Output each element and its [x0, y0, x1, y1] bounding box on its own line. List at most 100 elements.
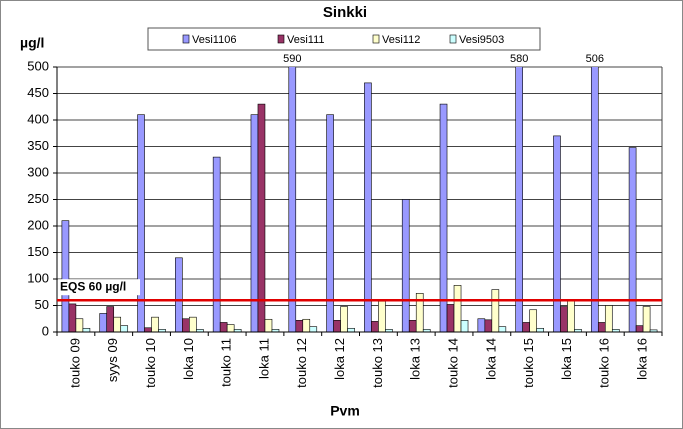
bar — [604, 305, 613, 332]
bar — [347, 327, 355, 332]
bar — [567, 299, 575, 332]
y-tick-label: 0 — [42, 323, 49, 338]
legend-text: Vesi111 — [287, 34, 325, 46]
bar — [364, 82, 372, 332]
data-label: 580 — [510, 53, 528, 65]
bar — [189, 316, 197, 332]
bar — [378, 300, 386, 332]
bar — [446, 304, 455, 332]
x-axis-title: Pvm — [330, 403, 360, 419]
bar — [536, 327, 544, 332]
x-tick-label: touko 15 — [521, 338, 536, 388]
legend-swatch — [372, 34, 380, 44]
y-tick-label: 250 — [27, 191, 49, 206]
bar — [453, 285, 462, 332]
x-tick-label: touko 12 — [294, 338, 309, 388]
bar — [590, 67, 599, 332]
legend-text: Vesi112 — [382, 34, 420, 46]
bar — [120, 325, 129, 332]
bar — [560, 306, 568, 332]
legend-swatch — [277, 34, 285, 44]
bar — [99, 313, 108, 332]
bar — [574, 329, 582, 332]
bar — [439, 103, 448, 332]
x-tick-label: loka 14 — [483, 338, 498, 380]
legend-text: Vesi1106 — [192, 34, 236, 46]
bar — [408, 320, 417, 332]
bar — [288, 67, 297, 332]
bars — [61, 67, 658, 332]
x-tick-label: touko 11 — [219, 338, 234, 387]
bar — [271, 329, 280, 332]
bar — [175, 257, 183, 332]
bar — [106, 306, 115, 332]
data-label: 506 — [586, 53, 604, 65]
bar — [68, 303, 77, 332]
reference-label-bg — [58, 279, 140, 296]
bar — [649, 329, 658, 332]
bar — [460, 320, 469, 332]
bar — [196, 329, 204, 332]
y-tick-label: 400 — [27, 111, 49, 126]
bar — [257, 103, 266, 332]
bar — [82, 327, 91, 332]
x-tick-label: touko 14 — [445, 338, 460, 388]
bar — [597, 322, 606, 332]
bar — [158, 329, 166, 332]
bar — [151, 316, 159, 332]
bar — [295, 320, 304, 332]
legend-box — [147, 27, 541, 51]
bar — [75, 318, 84, 332]
legend-swatch — [449, 34, 457, 44]
y-tick-label: 50 — [35, 297, 49, 312]
x-tick-label: loka 12 — [332, 338, 347, 380]
y-tick-label: 150 — [27, 244, 49, 259]
bar — [264, 318, 273, 332]
bar — [484, 319, 493, 332]
bar — [522, 322, 530, 332]
bar — [498, 326, 507, 332]
y-tick-label: 100 — [27, 270, 49, 285]
x-tick-label: loka 15 — [559, 338, 574, 380]
bar — [302, 318, 311, 332]
bar — [477, 318, 486, 332]
bar — [553, 135, 561, 332]
x-tick-label: loka 11 — [256, 338, 271, 379]
x-tick-label: loka 10 — [181, 338, 196, 380]
bar — [635, 325, 644, 332]
bar — [491, 289, 500, 332]
bar — [226, 324, 235, 332]
bar — [371, 321, 379, 332]
y-tick-label: 350 — [27, 138, 49, 153]
bar — [385, 329, 393, 332]
bar — [326, 114, 334, 332]
bar — [642, 306, 651, 332]
bar — [137, 114, 145, 332]
x-tick-label: loka 16 — [635, 338, 650, 380]
y-tick-label: 500 — [27, 58, 49, 73]
bar — [309, 326, 318, 332]
x-tick-label: loka 13 — [408, 338, 423, 380]
reference-label: EQS 60 µg/l — [60, 279, 126, 293]
bar — [422, 329, 431, 332]
bar — [219, 322, 228, 332]
bar — [212, 156, 221, 332]
y-axis-title: µg/l — [20, 35, 44, 51]
y-tick-label: 450 — [27, 85, 49, 100]
bar — [233, 329, 242, 332]
x-tick-label: touko 16 — [597, 338, 612, 388]
bar — [182, 318, 190, 332]
bar — [340, 306, 348, 332]
y-tick-label: 300 — [27, 164, 49, 179]
legend-text: Vesi9503 — [459, 34, 504, 46]
y-tick-label: 200 — [27, 217, 49, 232]
data-label: 590 — [283, 53, 301, 65]
bar — [529, 309, 537, 332]
x-tick-label: syys 09 — [105, 338, 120, 382]
bar — [628, 147, 637, 332]
bar — [61, 220, 70, 332]
x-tick-label: touko 10 — [143, 338, 158, 388]
bar — [333, 320, 341, 332]
x-tick-label: touko 13 — [370, 338, 385, 388]
